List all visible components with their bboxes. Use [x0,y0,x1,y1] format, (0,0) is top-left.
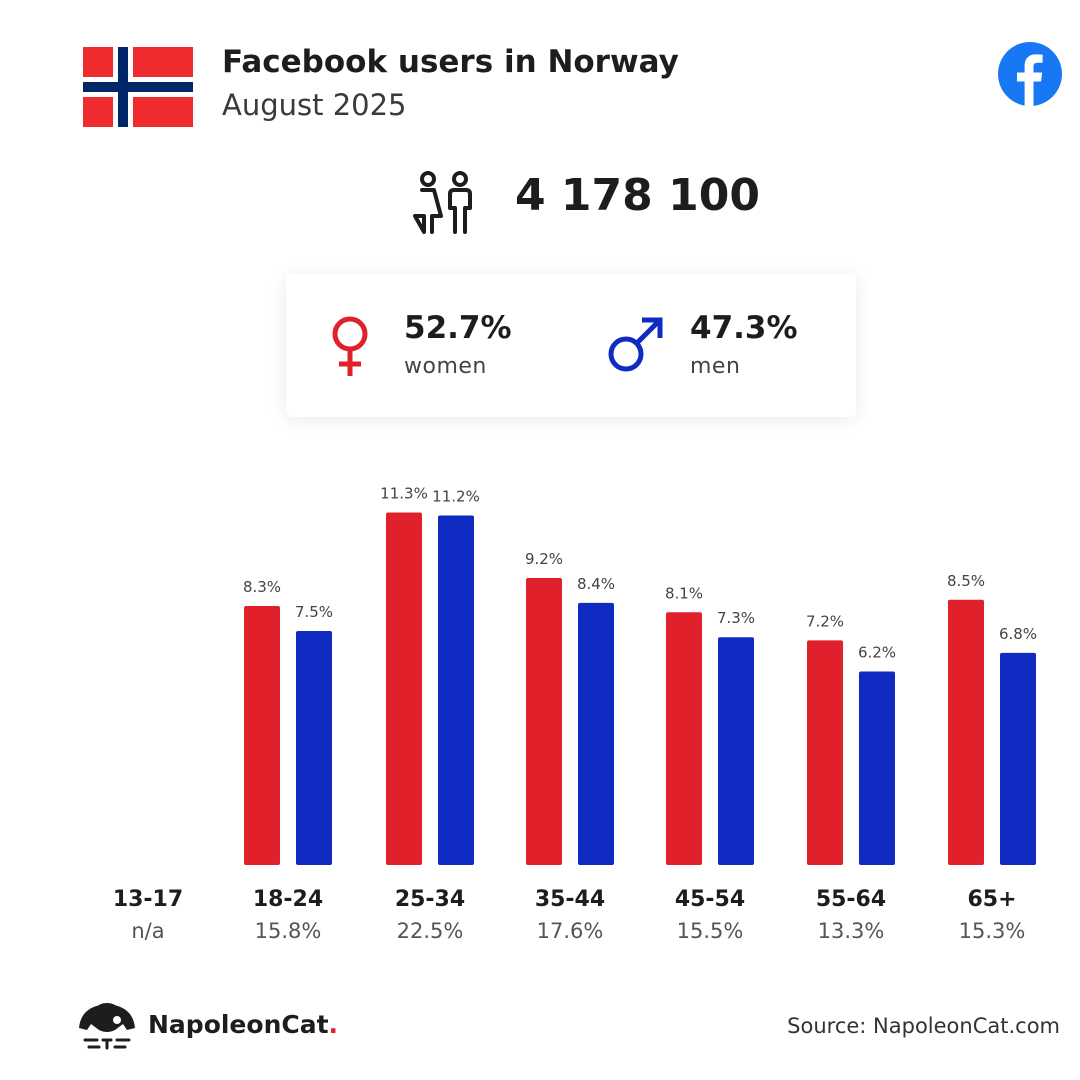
category-total-55-64: 13.3% [818,919,885,943]
category-label-35-44: 35-44 [535,887,605,912]
category-total-35-44: 17.6% [537,919,604,943]
bar-men-25-34 [438,515,474,865]
data-label-women-65+: 8.5% [947,572,985,590]
bar-men-65+ [1000,652,1036,865]
norway-flag-icon [83,47,193,127]
category-label-55-64: 55-64 [816,887,886,912]
bar-men-55-64 [859,671,895,865]
data-label-men-25-34: 11.2% [432,488,480,506]
female-symbol-icon [332,316,368,376]
data-label-men-45-54: 7.3% [717,609,755,627]
data-label-women-25-34: 11.3% [380,484,428,502]
data-label-women-45-54: 8.1% [665,584,703,602]
page-subtitle: August 2025 [222,88,407,122]
men-label: men [690,354,741,379]
bar-women-65+ [948,599,984,865]
bar-women-35-44 [526,577,562,865]
category-label-45-54: 45-54 [675,887,745,912]
category-total-45-54: 15.5% [677,919,744,943]
gender-split-card: 52.7% women 47.3% men [286,274,856,417]
data-label-women-35-44: 9.2% [525,550,563,568]
total-users-value: 4 178 100 [515,170,760,221]
bar-men-35-44 [578,602,614,865]
bar-women-55-64 [807,640,843,865]
data-label-men-35-44: 8.4% [577,575,615,593]
source-text: Source: NapoleonCat.com [787,1014,1060,1038]
women-percentage: 52.7% [404,310,512,346]
bar-women-18-24 [244,606,280,865]
brand-name-text: NapoleonCat [148,1010,329,1039]
category-label-18-24: 18-24 [253,887,323,912]
bar-women-45-54 [666,612,702,865]
data-label-men-65+: 6.8% [999,625,1037,643]
men-percentage: 47.3% [690,310,798,346]
napoleoncat-logo-icon [79,1003,135,1050]
page-title: Facebook users in Norway [222,44,679,80]
category-label-13-17: 13-17 [113,887,183,912]
category-total-18-24: 15.8% [255,919,322,943]
women-label: women [404,354,487,379]
data-label-men-18-24: 7.5% [295,603,333,621]
brand-name: NapoleonCat. [148,1010,338,1039]
category-label-65+: 65+ [967,887,1016,912]
bar-men-18-24 [296,631,332,865]
category-total-25-34: 22.5% [397,919,464,943]
category-total-65+: 15.3% [959,919,1026,943]
category-label-25-34: 25-34 [395,887,465,912]
category-total-13-17: n/a [131,919,164,943]
data-label-women-18-24: 8.3% [243,578,281,596]
data-label-women-55-64: 7.2% [806,612,844,630]
age-gender-bar-chart: 13-17 n/a 8.3% 7.5% 18-24 15.8% 11.3% 11.2% 25-3… [113,484,1037,943]
bar-women-25-34 [386,512,422,865]
facebook-icon[interactable] [998,42,1062,106]
bar-men-45-54 [718,637,754,865]
data-label-men-55-64: 6.2% [858,644,896,662]
brand-dot: . [328,1010,339,1039]
male-symbol-icon [608,317,663,372]
users-icon [413,171,472,234]
